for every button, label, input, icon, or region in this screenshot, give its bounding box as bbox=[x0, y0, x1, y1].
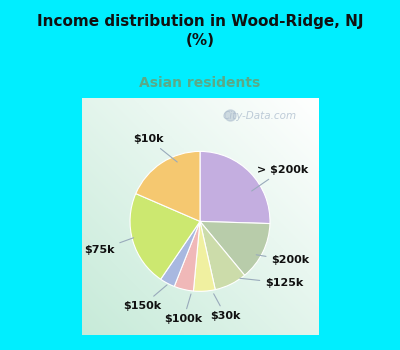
Wedge shape bbox=[136, 152, 200, 222]
Wedge shape bbox=[200, 152, 270, 224]
Text: $30k: $30k bbox=[210, 294, 241, 321]
Text: $200k: $200k bbox=[256, 255, 310, 266]
Text: $150k: $150k bbox=[123, 285, 167, 311]
Text: $75k: $75k bbox=[84, 238, 134, 255]
Wedge shape bbox=[161, 222, 200, 286]
Text: > $200k: > $200k bbox=[252, 165, 308, 191]
Text: $10k: $10k bbox=[133, 134, 177, 162]
Text: City-Data.com: City-Data.com bbox=[222, 111, 296, 121]
Wedge shape bbox=[200, 222, 245, 290]
Text: $125k: $125k bbox=[240, 278, 304, 288]
Text: $100k: $100k bbox=[164, 294, 202, 324]
Text: Income distribution in Wood-Ridge, NJ
(%): Income distribution in Wood-Ridge, NJ (%… bbox=[37, 14, 363, 48]
Wedge shape bbox=[194, 222, 215, 291]
Text: Asian residents: Asian residents bbox=[139, 76, 261, 90]
Wedge shape bbox=[200, 222, 270, 275]
Wedge shape bbox=[130, 194, 200, 279]
Wedge shape bbox=[174, 222, 200, 291]
